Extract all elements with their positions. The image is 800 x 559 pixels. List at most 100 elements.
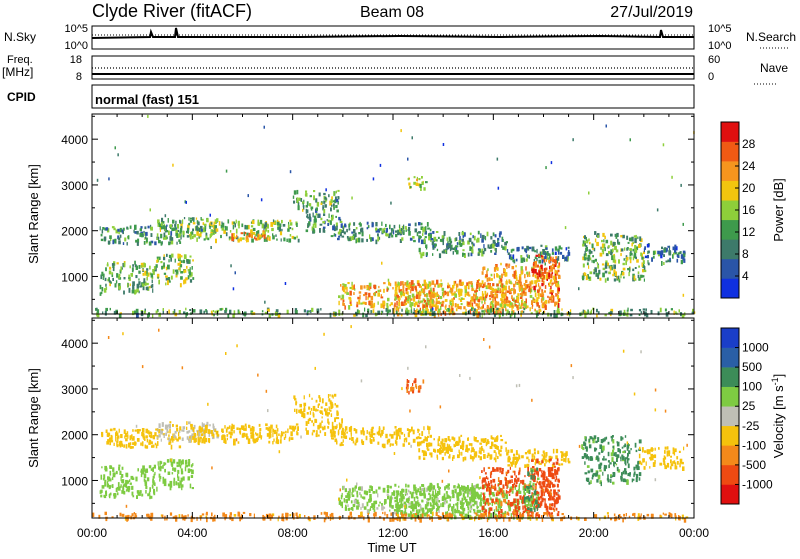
data-cell xyxy=(514,457,517,460)
data-cell xyxy=(157,219,160,223)
data-cell xyxy=(332,226,335,231)
data-cell xyxy=(423,291,425,293)
data-cell xyxy=(508,252,510,255)
data-cell xyxy=(416,309,418,313)
data-cell xyxy=(590,456,592,460)
data-cell xyxy=(313,423,315,426)
data-cell xyxy=(405,438,407,441)
data-cell xyxy=(617,442,620,447)
data-cell xyxy=(410,289,411,293)
data-cell xyxy=(463,253,465,255)
data-cell xyxy=(290,222,293,225)
data-cell xyxy=(343,439,344,442)
data-cell xyxy=(420,236,422,238)
data-cell xyxy=(464,457,466,461)
data-cell xyxy=(380,303,382,308)
data-cell xyxy=(377,493,378,497)
data-cell xyxy=(310,195,312,197)
data-cell xyxy=(181,260,183,263)
data-cell xyxy=(405,484,407,488)
data-cell xyxy=(552,252,554,255)
data-cell xyxy=(610,474,612,476)
data-cell xyxy=(369,283,372,287)
data-cell xyxy=(119,441,121,444)
power-data-cells xyxy=(95,115,695,319)
data-cell xyxy=(461,452,462,456)
data-cell xyxy=(508,286,510,290)
data-cell xyxy=(328,194,330,197)
data-cell xyxy=(128,275,130,278)
data-cell xyxy=(408,506,409,508)
data-cell xyxy=(384,499,387,504)
data-cell xyxy=(430,234,432,238)
data-cell xyxy=(359,295,360,300)
data-cell xyxy=(653,251,655,255)
data-cell xyxy=(507,310,509,314)
data-cell xyxy=(515,505,517,507)
data-cell xyxy=(521,455,524,458)
data-cell xyxy=(147,439,149,442)
data-cell xyxy=(467,438,469,441)
data-cell xyxy=(132,285,134,290)
data-cell xyxy=(422,450,424,453)
data-cell xyxy=(455,281,457,284)
data-cell xyxy=(132,429,134,432)
data-cell xyxy=(400,496,402,499)
data-cell xyxy=(225,226,227,231)
data-cell xyxy=(376,291,378,293)
data-cell xyxy=(657,208,659,211)
data-cell xyxy=(417,232,419,236)
data-cell xyxy=(407,301,409,303)
data-cell xyxy=(431,453,433,458)
data-cell xyxy=(377,432,378,435)
data-cell xyxy=(124,436,125,439)
data-cell xyxy=(614,462,616,464)
colorbar-tick-label: 16 xyxy=(742,203,756,217)
data-cell xyxy=(193,220,194,222)
data-cell xyxy=(539,280,541,282)
data-cell xyxy=(524,486,526,489)
data-cell xyxy=(197,220,199,224)
data-cell xyxy=(522,480,524,485)
data-cell xyxy=(291,437,294,440)
data-cell xyxy=(461,303,463,305)
data-cell xyxy=(178,263,181,266)
data-cell xyxy=(623,277,625,279)
data-cell xyxy=(512,274,513,277)
data-cell xyxy=(432,494,434,496)
data-cell xyxy=(552,264,555,266)
data-cell xyxy=(422,228,424,233)
data-cell xyxy=(419,433,421,435)
data-cell xyxy=(294,409,295,412)
data-cell xyxy=(173,482,175,486)
data-cell xyxy=(458,437,460,442)
data-cell xyxy=(426,252,428,255)
data-cell xyxy=(140,228,142,231)
data-cell xyxy=(124,262,126,267)
data-cell xyxy=(146,283,149,285)
data-cell xyxy=(628,242,630,244)
data-cell xyxy=(526,298,528,303)
data-cell xyxy=(346,506,347,510)
data-cell xyxy=(215,429,216,432)
data-cell xyxy=(163,262,165,267)
data-cell xyxy=(177,474,178,478)
data-cell xyxy=(147,493,149,496)
data-cell xyxy=(276,239,278,241)
data-cell xyxy=(120,266,122,271)
data-cell xyxy=(472,504,474,507)
data-cell xyxy=(180,465,182,469)
data-cell xyxy=(216,431,219,435)
data-cell xyxy=(460,435,462,437)
data-cell xyxy=(268,427,270,429)
data-cell xyxy=(551,161,553,164)
data-cell xyxy=(590,271,593,274)
data-cell xyxy=(428,233,430,236)
data-cell xyxy=(403,443,405,447)
data-cell xyxy=(158,240,161,243)
data-cell xyxy=(342,505,343,509)
data-cell xyxy=(249,233,251,238)
data-cell xyxy=(551,293,553,295)
data-cell xyxy=(426,286,428,290)
data-cell xyxy=(408,442,410,445)
